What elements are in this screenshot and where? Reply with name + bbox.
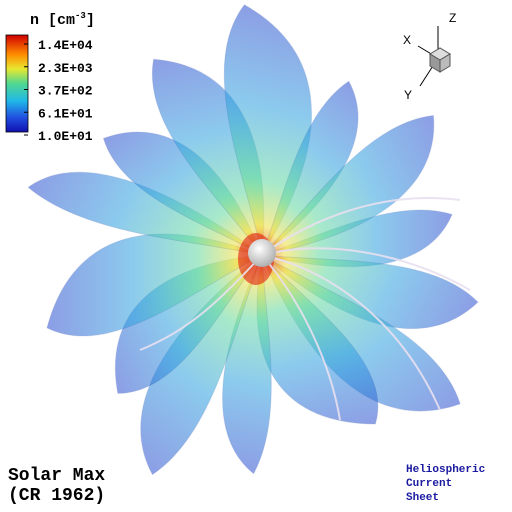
colorbar-tick-label: 2.3E+03 (38, 61, 93, 76)
caption-line: (CR 1962) (8, 486, 105, 506)
colorbar-title: n [cm-3] (30, 11, 95, 29)
axes-triad: Z X Y (403, 11, 456, 102)
colorbar-title-text: n [cm (30, 12, 75, 29)
axis-x: X (403, 33, 411, 47)
current-sheet-lines (139, 197, 471, 421)
colorbar-tick-label: 1.0E+01 (38, 129, 93, 144)
axis-y: Y (404, 88, 412, 102)
note-line: Sheet (406, 492, 439, 504)
colorbar-tick-label: 6.1E+01 (38, 106, 93, 121)
note-line: Current (406, 478, 452, 490)
sun (248, 239, 276, 267)
note-line: Heliospheric (406, 464, 485, 476)
axis-z: Z (449, 11, 456, 25)
caption-line: Solar Max (8, 466, 105, 486)
density-petal (260, 114, 435, 256)
colorbar-title-exponent: -3 (75, 11, 86, 21)
density-surfaces (27, 4, 479, 476)
colorbar-tick-label: 1.4E+04 (38, 38, 93, 53)
colorbar-ticks: 1.4E+04 2.3E+03 3.7E+02 6.1E+01 1.0E+01 (24, 38, 93, 144)
colorbar-tick-label: 3.7E+02 (38, 84, 93, 99)
colorbar (5, 34, 29, 133)
colorbar-title-close: ] (86, 12, 95, 29)
